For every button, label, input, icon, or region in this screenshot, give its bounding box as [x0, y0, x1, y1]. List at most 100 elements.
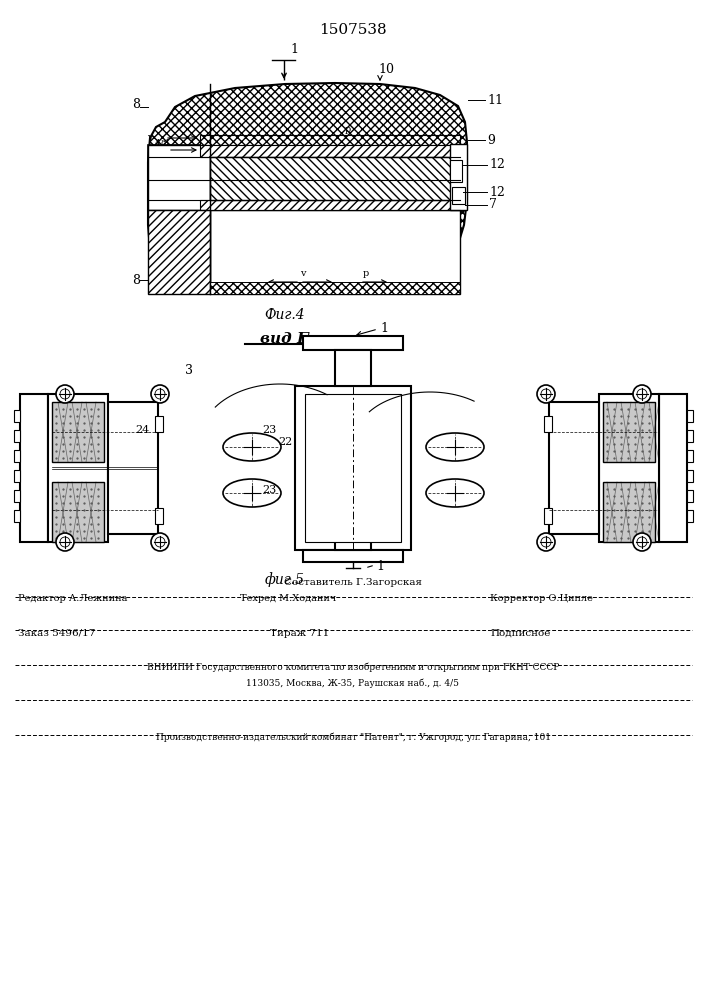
Circle shape — [637, 537, 647, 547]
Bar — [603, 482, 655, 542]
Text: фиг.5: фиг.5 — [265, 572, 305, 587]
Circle shape — [60, 389, 70, 399]
Polygon shape — [148, 145, 210, 210]
Bar — [687, 490, 693, 502]
Text: Тираж 711: Тираж 711 — [270, 629, 329, 638]
Text: 8: 8 — [160, 139, 165, 147]
Text: Фиг.4: Фиг.4 — [264, 308, 305, 322]
Text: 22: 22 — [278, 437, 292, 447]
Bar — [687, 410, 693, 422]
Circle shape — [541, 389, 551, 399]
Bar — [303, 336, 403, 350]
Bar — [14, 490, 20, 502]
Bar — [687, 450, 693, 462]
Polygon shape — [450, 144, 467, 210]
Text: 10: 10 — [378, 63, 394, 76]
Circle shape — [633, 533, 651, 551]
Bar — [14, 510, 20, 522]
Circle shape — [637, 389, 647, 399]
Bar — [659, 394, 687, 542]
Circle shape — [155, 537, 165, 547]
Text: 9: 9 — [487, 133, 495, 146]
Circle shape — [56, 385, 74, 403]
Text: 1: 1 — [290, 43, 298, 56]
Bar — [549, 402, 599, 534]
Text: 24: 24 — [136, 425, 150, 435]
Polygon shape — [148, 83, 467, 294]
Text: 12: 12 — [489, 158, 505, 172]
Text: Подписное: Подписное — [490, 629, 550, 638]
Bar — [14, 430, 20, 442]
Polygon shape — [148, 210, 210, 294]
Bar — [108, 402, 158, 534]
Text: ВНИИПИ Государственного комитета по изобретениям и открытиям при ГКНТ СССР: ВНИИПИ Государственного комитета по изоб… — [147, 662, 559, 672]
Text: вид Б: вид Б — [260, 332, 310, 346]
Bar — [599, 394, 659, 542]
Text: Заказ 5496/17: Заказ 5496/17 — [18, 629, 95, 638]
Text: 1: 1 — [376, 560, 384, 572]
Polygon shape — [200, 145, 460, 157]
Text: 3: 3 — [185, 363, 193, 376]
Text: Техред М.Хoданич: Техред М.Хoданич — [240, 594, 337, 603]
Text: Составитель Г.Загорская: Составитель Г.Загорская — [284, 578, 422, 587]
Bar — [544, 508, 552, 524]
Polygon shape — [210, 180, 455, 192]
Polygon shape — [450, 160, 462, 182]
Circle shape — [155, 389, 165, 399]
Bar — [155, 416, 163, 432]
Circle shape — [541, 537, 551, 547]
Text: Корректор О.Ципле: Корректор О.Ципле — [490, 594, 593, 603]
Bar — [14, 450, 20, 462]
Polygon shape — [210, 157, 455, 200]
Bar — [155, 508, 163, 524]
Polygon shape — [452, 187, 465, 204]
Text: 1: 1 — [380, 322, 388, 334]
Text: p: p — [363, 269, 369, 278]
Bar — [52, 482, 104, 542]
Bar — [544, 416, 552, 432]
Bar — [687, 510, 693, 522]
Text: 23: 23 — [262, 485, 276, 495]
Ellipse shape — [426, 479, 484, 507]
Text: Редактор А.Лежнина: Редактор А.Лежнина — [18, 594, 127, 603]
Bar — [305, 394, 401, 542]
Ellipse shape — [223, 479, 281, 507]
Bar — [687, 470, 693, 482]
Polygon shape — [200, 200, 460, 210]
Bar — [335, 520, 371, 550]
Text: 12: 12 — [489, 186, 505, 198]
Bar — [52, 402, 104, 462]
Circle shape — [537, 533, 555, 551]
Bar — [20, 394, 48, 542]
Polygon shape — [210, 210, 460, 294]
Circle shape — [56, 533, 74, 551]
Bar — [14, 470, 20, 482]
Text: v: v — [148, 277, 153, 286]
Bar — [687, 430, 693, 442]
Circle shape — [633, 385, 651, 403]
Bar — [303, 550, 403, 562]
Polygon shape — [148, 145, 460, 210]
Polygon shape — [200, 135, 460, 145]
Bar — [14, 410, 20, 422]
Text: 1: 1 — [165, 139, 170, 147]
Polygon shape — [210, 282, 460, 294]
Text: 7: 7 — [489, 198, 497, 212]
Bar — [295, 386, 411, 550]
Text: 23: 23 — [262, 425, 276, 435]
Circle shape — [151, 385, 169, 403]
Text: v: v — [148, 133, 153, 142]
Text: 113035, Москва, Ж-35, Раушская наб., д. 4/5: 113035, Москва, Ж-35, Раушская наб., д. … — [247, 678, 460, 688]
Polygon shape — [210, 192, 460, 200]
Bar — [48, 394, 108, 542]
Text: 8: 8 — [132, 273, 140, 286]
Ellipse shape — [223, 433, 281, 461]
Bar — [335, 350, 371, 386]
Circle shape — [537, 385, 555, 403]
Circle shape — [60, 537, 70, 547]
Text: 1507538: 1507538 — [319, 23, 387, 37]
Text: v: v — [300, 269, 305, 278]
Text: 8: 8 — [132, 99, 140, 111]
Text: 4: 4 — [154, 139, 160, 147]
Circle shape — [151, 533, 169, 551]
